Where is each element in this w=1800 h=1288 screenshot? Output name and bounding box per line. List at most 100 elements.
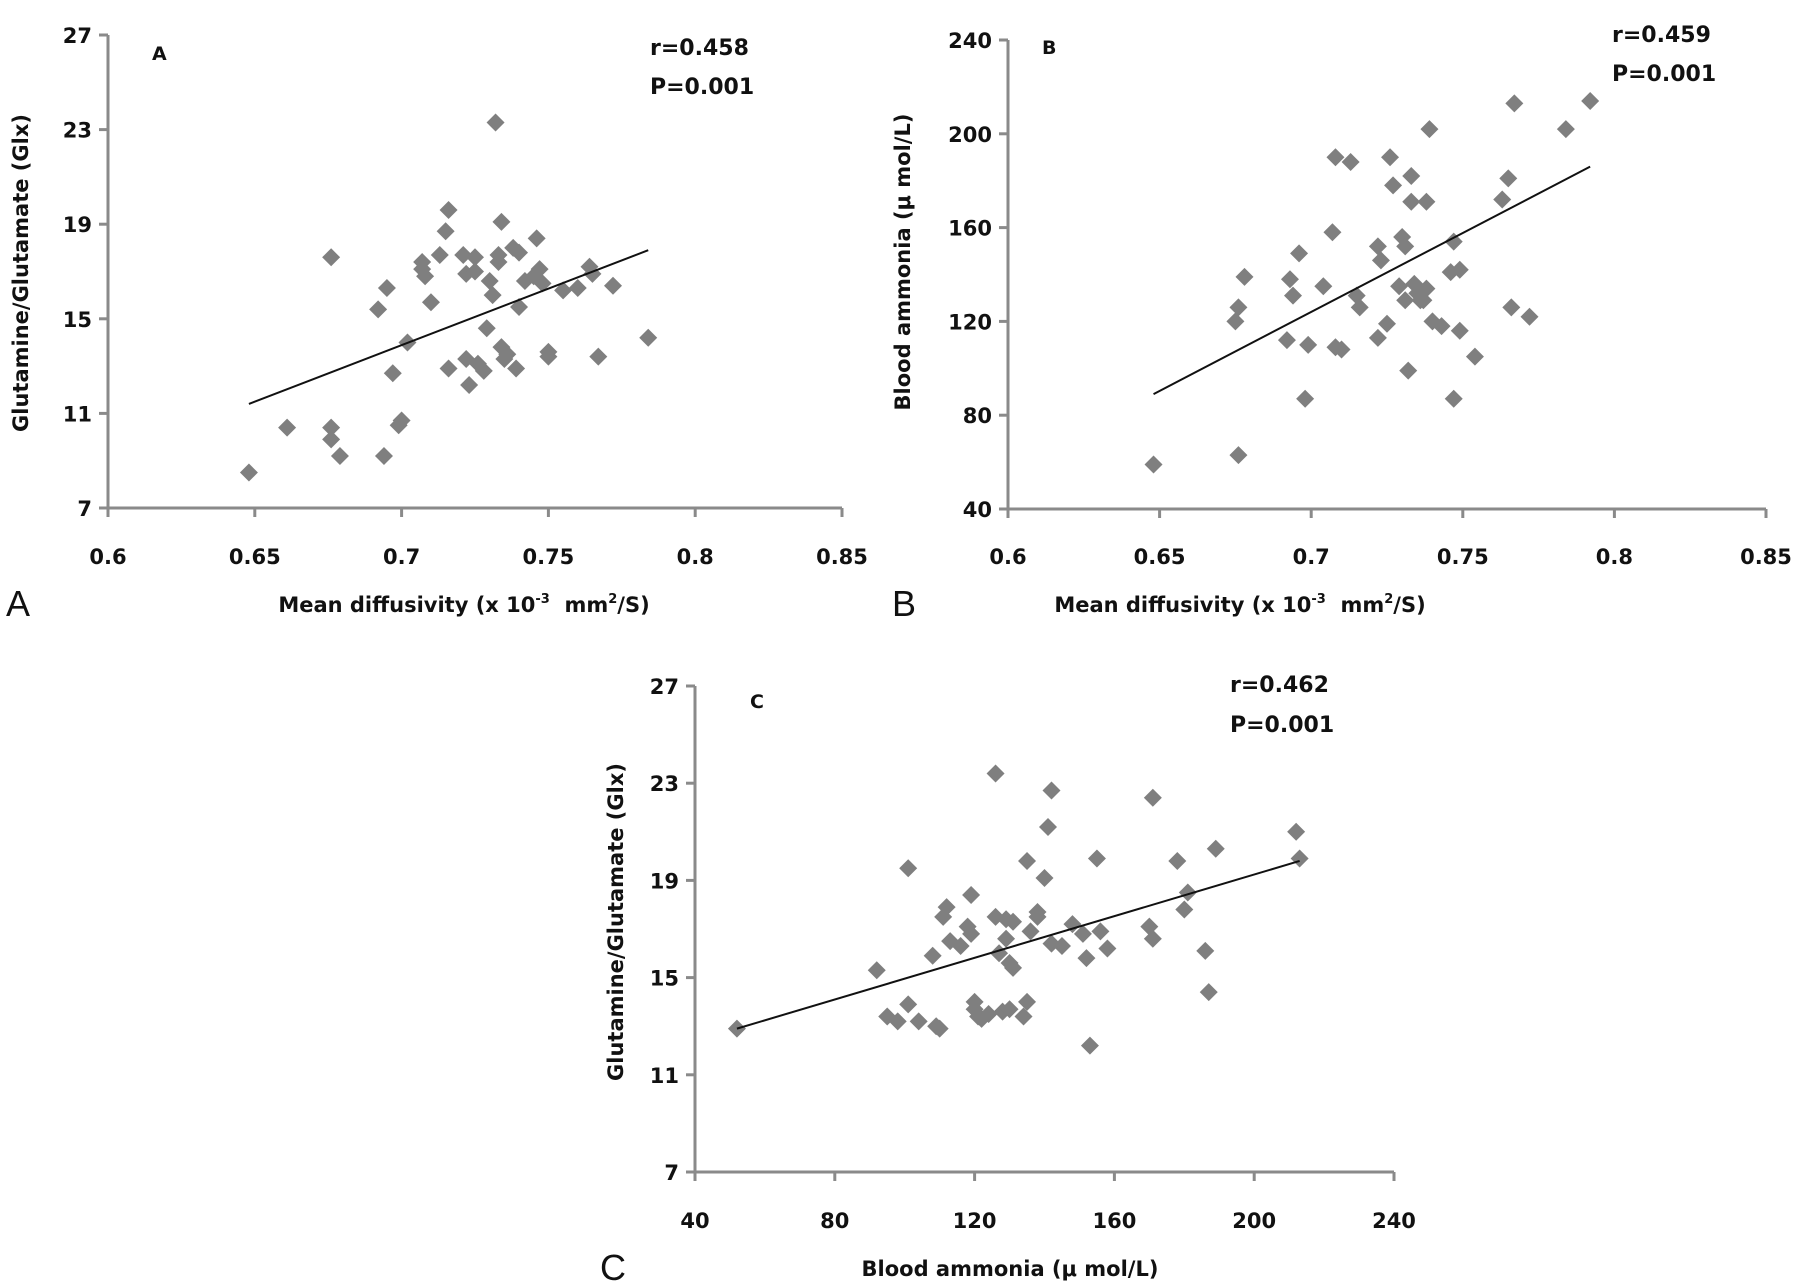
panel-b-data-point (1444, 389, 1463, 408)
panel-a-data-point (507, 359, 526, 378)
panel-b-data-point (1402, 167, 1421, 186)
panel-c-data-point (1196, 941, 1215, 960)
panel-b-x-tick-label: 0.75 (1437, 545, 1489, 569)
panel-a-data-point (278, 418, 297, 437)
panel-b-data-point (1290, 244, 1309, 263)
panel-b-data-point (1384, 176, 1403, 195)
panel-c-data-point (1042, 781, 1061, 800)
panel-b-data-point (1556, 120, 1575, 139)
panel-b-data-point (1341, 152, 1360, 171)
panel-c-data-point (1018, 851, 1037, 870)
panel-a-data-point (460, 376, 479, 395)
panel-c-data-point (1073, 924, 1092, 943)
panel-a-data-point (369, 300, 388, 319)
panel-a-data-point (510, 297, 529, 316)
panel-a-data-point (480, 271, 499, 290)
panel-b-y-tick-label: 160 (948, 217, 992, 241)
panel-a-data-point (322, 248, 341, 267)
panel-c-r-value: r=0.462 (1230, 673, 1329, 698)
panel-b-data-point (1284, 286, 1303, 305)
panel-b-data-point (1502, 298, 1521, 317)
panel-a-data-point (466, 262, 484, 281)
panel-b-data-point (1144, 455, 1163, 474)
panel-c-data-point (909, 1012, 928, 1031)
panel-b-data-point (1229, 298, 1248, 317)
panel-c-data-point (997, 929, 1016, 948)
panel-b-data-point (1332, 340, 1351, 359)
panel-c-y-tick-label: 27 (650, 675, 679, 699)
panel-b-x-tick-label: 0.7 (1293, 545, 1330, 569)
panel-b-data-point (1326, 148, 1345, 167)
panel-a-data-point (377, 279, 396, 298)
panel-c-letter: C (600, 1247, 626, 1288)
panel-c-data-point (937, 898, 956, 917)
panel-a-data-point (589, 347, 608, 366)
panel-a-chart: Glutamine/Glutamate (Glx) Mean diffusivi… (6, 24, 868, 624)
panel-a-data-point (454, 245, 473, 264)
panel-b-data-point (1235, 267, 1254, 286)
panel-a-y-tick-label: 19 (63, 213, 92, 237)
panel-c-data-point (899, 859, 918, 878)
panel-a-data-point (498, 345, 517, 364)
panel-a-y-tick-label: 11 (63, 402, 92, 426)
panel-a-data-point (568, 279, 587, 298)
panel-b-data-point (1581, 91, 1600, 110)
panel-c-data-point (1038, 817, 1057, 836)
panel-c-data-point (1077, 949, 1096, 968)
panel-a-data-point (486, 113, 505, 132)
panel-a-data-point (239, 463, 258, 482)
panel-c-y-tick-label: 15 (650, 967, 679, 991)
panel-a-data-point (510, 243, 529, 262)
panel-b-data-point (1399, 361, 1418, 380)
panel-a-data-point (539, 347, 558, 366)
panel-b-p-value: P=0.001 (1612, 62, 1716, 87)
panel-b-x-axis-title: Mean diffusivity (x 10-3 mm2/S) (1054, 592, 1425, 617)
panel-a-data-point (430, 245, 449, 264)
panel-b-data-point (1323, 223, 1342, 242)
panel-b-y-tick-label: 80 (963, 404, 992, 428)
panel-a-data-point (530, 260, 549, 279)
panel-a-data-point (392, 411, 411, 430)
panel-b-trendline (1153, 165, 1591, 395)
panel-a-x-tick-label: 0.7 (383, 545, 420, 569)
panel-c-y-axis-title: Glutamine/Glutamate (Glx) (604, 763, 628, 1081)
panel-a-trendline (248, 249, 649, 405)
panel-b-data-point (1444, 232, 1463, 251)
panel-b-data-point (1499, 169, 1518, 188)
panel-c-x-tick-label: 200 (1232, 1209, 1276, 1233)
panel-c-data-point (930, 1019, 949, 1038)
panel-b-y-tick-label: 240 (948, 29, 992, 53)
panel-b-data-point (1226, 312, 1245, 331)
panel-c-data-point (1206, 839, 1225, 858)
panel-c-data-point (1004, 912, 1023, 931)
panel-b-y-tick-label: 120 (948, 310, 992, 334)
panel-a-data-point (436, 222, 455, 241)
panel-a-data-point (330, 446, 349, 465)
panel-b-data-point (1390, 277, 1409, 296)
panel-b-data-point (1350, 298, 1369, 317)
panel-c-x-tick-label: 160 (1092, 1209, 1136, 1233)
panel-c-data-point (1000, 1000, 1019, 1019)
panel-c-data-point (1035, 868, 1054, 887)
panel-a-data-point (492, 212, 511, 231)
panel-b-data-point (1432, 317, 1451, 336)
panel-a-x-tick-label: 0.65 (229, 545, 281, 569)
panel-c-data-point (1018, 992, 1037, 1011)
panel-b-x-tick-label: 0.65 (1134, 545, 1186, 569)
panel-c-data-point (1021, 922, 1040, 941)
panel-b-data-point (1296, 389, 1315, 408)
panel-a-data-point (533, 274, 552, 293)
panel-b-y-tick-label: 200 (948, 123, 992, 147)
panel-c-data-point (1175, 900, 1194, 919)
panel-b-data-point (1493, 190, 1512, 209)
panel-c-data-point (951, 937, 970, 956)
panel-a-data-point (639, 328, 658, 347)
panel-a-x-tick-label: 0.75 (522, 545, 574, 569)
panel-c-p-value: P=0.001 (1230, 713, 1334, 738)
panel-b-y-axis-title: Blood ammonia (μ mol/L) (891, 114, 915, 411)
panel-c-data-point (1091, 922, 1110, 941)
panel-b-data-point (1420, 120, 1439, 139)
panel-c-data-point (1143, 929, 1162, 948)
panel-a-data-point (322, 418, 341, 437)
